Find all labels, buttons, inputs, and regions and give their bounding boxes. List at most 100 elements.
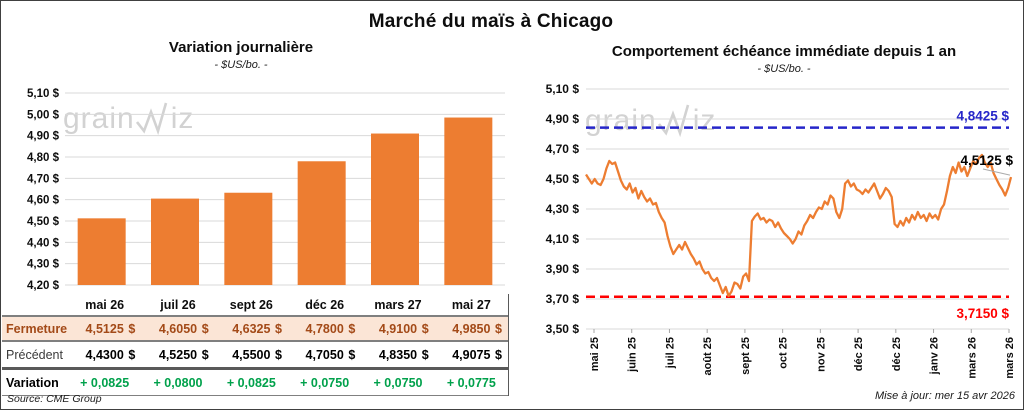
value-cell: + 0,0775 bbox=[435, 376, 508, 390]
y-tick-label: 4,70 $ bbox=[27, 173, 60, 185]
value-text: + 0,0800 bbox=[153, 375, 203, 390]
x-tick-label: janv 26 bbox=[929, 337, 941, 375]
currency-symbol: $ bbox=[421, 347, 429, 362]
value-text: 4,9850 bbox=[452, 321, 491, 336]
value-text: 4,8350 bbox=[378, 347, 418, 362]
currency-symbol: $ bbox=[348, 347, 356, 362]
y-tick-label: 4,50 $ bbox=[546, 172, 580, 186]
y-tick-label: 4,40 $ bbox=[27, 237, 60, 249]
x-tick-label: déc 25 bbox=[853, 337, 865, 371]
value-cell: + 0,0825 bbox=[215, 376, 288, 390]
currency-symbol: $ bbox=[128, 321, 136, 336]
currency-symbol: $ bbox=[495, 347, 502, 362]
y-tick-label: 4,80 $ bbox=[27, 152, 60, 164]
value-cell: 4,7800 $ bbox=[288, 322, 361, 336]
row-label: Précédent bbox=[6, 347, 63, 362]
y-tick-label: 5,00 $ bbox=[27, 109, 60, 121]
value-text: + 0,0825 bbox=[80, 375, 130, 390]
x-tick-label: nov 25 bbox=[815, 337, 827, 372]
value-cell: 4,9850 $ bbox=[435, 322, 508, 336]
value-text: 4,6325 bbox=[232, 321, 271, 336]
value-cell: 4,8350 $ bbox=[361, 348, 434, 362]
y-tick-label: 5,10 $ bbox=[27, 88, 60, 100]
table-row-precedent: Précédent 4,4300 $4,5250 $4,5500 $4,7050 $4,8… bbox=[2, 342, 508, 370]
table-row-fermeture: Fermeture 4,5125 $4,6050 $4,6325 $4,7800 $4,9… bbox=[2, 315, 508, 342]
leader-line bbox=[982, 168, 1011, 176]
x-tick-label: juil 25 bbox=[664, 337, 676, 369]
value-cell: 4,6050 $ bbox=[141, 322, 214, 336]
value-cell: 4,4300 $ bbox=[68, 348, 141, 362]
month-header: mai 27 bbox=[451, 297, 491, 312]
x-tick-label: déc 25 bbox=[891, 337, 903, 371]
x-tick-label: mars 26 bbox=[966, 337, 978, 379]
month-header: mars 27 bbox=[374, 297, 422, 312]
source-note: Source: CME Group bbox=[7, 393, 102, 405]
currency-symbol: $ bbox=[275, 347, 282, 362]
value-text: + 0,0750 bbox=[300, 375, 350, 390]
page-title: Marché du maïs à Chicago bbox=[368, 11, 614, 32]
resistance-label: 4,8425 $ bbox=[956, 109, 1009, 124]
value-text: 4,5500 bbox=[232, 347, 271, 362]
bar-mai 26 bbox=[77, 218, 126, 285]
currency-symbol: $ bbox=[421, 321, 429, 336]
grainwiz-watermark: grain iz bbox=[585, 103, 716, 137]
bar-sept 26 bbox=[224, 192, 273, 285]
value-cell: 4,5250 $ bbox=[141, 348, 214, 362]
value-text: 4,7050 bbox=[305, 347, 344, 362]
y-tick-label: 4,90 $ bbox=[546, 112, 580, 126]
grainwiz-watermark: grain iz bbox=[63, 101, 195, 135]
currency-symbol: $ bbox=[495, 321, 502, 336]
month-header: mai 26 bbox=[85, 297, 125, 312]
bar-chart-title: Variation journalière bbox=[168, 39, 314, 56]
table-header-row: mai 26 juil 26 sept 26 déc 26 mars 27 mai 27 bbox=[2, 294, 508, 315]
currency-symbol: $ bbox=[201, 321, 209, 336]
y-tick-label: 4,70 $ bbox=[546, 142, 580, 156]
value-text: 4,4300 bbox=[85, 347, 124, 362]
value-cell: 4,7050 $ bbox=[288, 348, 361, 362]
currency-symbol: $ bbox=[275, 321, 282, 336]
value-text: 4,6050 bbox=[158, 321, 198, 336]
y-tick-label: 4,50 $ bbox=[27, 216, 60, 228]
quotes-table: mai 26 juil 26 sept 26 déc 26 mars 27 mai 27 F… bbox=[2, 294, 509, 396]
value-text: 4,5250 bbox=[158, 347, 198, 362]
value-cell: + 0,0750 bbox=[361, 376, 434, 390]
row-label: Fermeture bbox=[6, 321, 68, 336]
month-header: déc 26 bbox=[305, 297, 345, 312]
watermark-text-suffix: iz bbox=[170, 102, 195, 135]
currency-symbol: $ bbox=[128, 347, 136, 362]
bar-chart-subtitle: - $US/bo. - bbox=[214, 59, 268, 71]
value-text: 4,9075 bbox=[452, 347, 491, 362]
line-chart: 5,10 $ 4,90 $ 4,70 $ 4,50 $ 4,30 $ 4,10 $ 3,90… bbox=[546, 82, 1016, 379]
watermark-text-prefix: grain bbox=[63, 102, 135, 135]
y-tick-label: 3,70 $ bbox=[546, 292, 580, 306]
zigzag-chart-icon bbox=[657, 104, 689, 137]
zigzag-chart-icon bbox=[135, 102, 167, 135]
currency-symbol: $ bbox=[348, 321, 356, 336]
y-tick-label: 4,30 $ bbox=[27, 259, 60, 271]
price-line bbox=[585, 153, 1013, 298]
value-cell: 4,9075 $ bbox=[435, 348, 508, 362]
row-label: Variation bbox=[6, 375, 59, 390]
last-price-label: 4,5125 $ bbox=[960, 153, 1013, 168]
support-label: 3,7150 $ bbox=[956, 306, 1009, 321]
value-cell: 4,9100 $ bbox=[361, 322, 434, 336]
y-tick-label: 3,90 $ bbox=[546, 262, 580, 276]
month-header: sept 26 bbox=[229, 297, 273, 312]
x-tick-label: juin 25 bbox=[627, 337, 639, 373]
y-tick-label: 4,30 $ bbox=[546, 202, 580, 216]
bar-déc 26 bbox=[297, 161, 346, 285]
month-header: juil 26 bbox=[160, 297, 196, 312]
table-row-variation: Variation + 0,0825 + 0,0800 + 0,0825 + 0,075… bbox=[2, 370, 508, 396]
value-text: + 0,0750 bbox=[373, 375, 423, 390]
y-tick-label: 4,10 $ bbox=[546, 232, 580, 246]
y-tick-label: 3,50 $ bbox=[546, 322, 580, 336]
bar-juil 26 bbox=[151, 198, 199, 285]
x-tick-label: mars 26 bbox=[1004, 337, 1016, 379]
y-tick-label: 5,10 $ bbox=[546, 82, 580, 96]
value-cell: 4,5500 $ bbox=[215, 348, 288, 362]
value-text: + 0,0825 bbox=[226, 375, 276, 390]
y-tick-label: 4,90 $ bbox=[27, 131, 60, 143]
y-tick-label: 4,60 $ bbox=[27, 195, 60, 207]
value-text: 4,5125 bbox=[85, 321, 124, 336]
